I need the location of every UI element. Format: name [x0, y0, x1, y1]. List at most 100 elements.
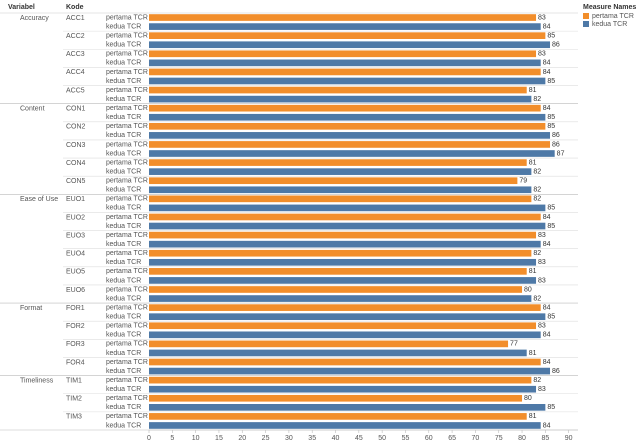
value-label: 80 [524, 395, 532, 402]
x-tick-label: 75 [495, 435, 503, 442]
value-label: 80 [524, 286, 532, 293]
value-label: 85 [547, 78, 555, 85]
legend-label: kedua TCR [592, 21, 627, 28]
code-label: TIM1 [66, 377, 82, 384]
measure-label: kedua TCR [106, 241, 141, 248]
bar [149, 349, 527, 357]
bar [149, 331, 541, 339]
bar [149, 23, 541, 30]
legend-swatch [583, 13, 589, 19]
x-tick-label: 10 [192, 435, 200, 442]
bar [149, 358, 541, 366]
bar [149, 41, 551, 49]
value-label: 85 [547, 404, 555, 411]
measure-label: pertama TCR [106, 51, 148, 58]
x-tick-label: 0 [147, 435, 151, 442]
legend-label: pertama TCR [592, 13, 634, 20]
measure-label: pertama TCR [106, 14, 148, 21]
measure-label: pertama TCR [106, 286, 148, 293]
measure-label: kedua TCR [106, 150, 141, 157]
measure-label: pertama TCR [106, 87, 148, 94]
bar [149, 304, 541, 311]
measure-label: pertama TCR [106, 123, 148, 130]
measure-label: pertama TCR [106, 377, 148, 384]
x-tick-label: 5 [170, 435, 174, 442]
value-label: 87 [557, 150, 565, 157]
value-label: 85 [547, 205, 555, 212]
variable-label: Accuracy [20, 15, 49, 22]
value-label: 83 [538, 323, 546, 330]
measure-label: pertama TCR [106, 69, 148, 76]
measure-label: pertama TCR [106, 268, 148, 275]
measure-label: kedua TCR [106, 404, 141, 411]
bar [149, 367, 551, 375]
measure-label: kedua TCR [106, 332, 141, 339]
measure-label: pertama TCR [106, 159, 148, 166]
bar [149, 86, 527, 94]
measure-label: pertama TCR [106, 304, 148, 311]
bar [149, 213, 541, 221]
bar [149, 422, 541, 429]
value-label: 86 [552, 42, 560, 49]
value-label: 84 [543, 105, 551, 112]
variable-label: Content [20, 105, 45, 112]
measure-label: kedua TCR [106, 205, 141, 212]
bar [149, 340, 509, 348]
code-label: TIM3 [66, 414, 82, 421]
value-label: 84 [543, 304, 551, 311]
legend-swatch [583, 21, 589, 27]
value-label: 84 [543, 332, 551, 339]
measure-label: pertama TCR [106, 232, 148, 239]
measure-label: pertama TCR [106, 341, 148, 348]
measure-label: pertama TCR [106, 395, 148, 402]
variable-label: Timeliness [20, 377, 54, 384]
bar [149, 322, 537, 330]
measure-label: pertama TCR [106, 196, 148, 203]
value-label: 79 [519, 178, 527, 185]
value-label: 85 [547, 123, 555, 130]
measure-label: pertama TCR [106, 141, 148, 148]
bar [149, 268, 527, 275]
value-label: 84 [543, 214, 551, 221]
value-label: 85 [547, 223, 555, 230]
code-label: FOR4 [66, 359, 85, 366]
measure-label: kedua TCR [106, 168, 141, 175]
value-label: 84 [543, 359, 551, 366]
measure-label: kedua TCR [106, 386, 141, 393]
code-label: CON3 [66, 142, 86, 149]
bar [149, 95, 532, 103]
value-label: 82 [533, 250, 541, 257]
measure-label: pertama TCR [106, 359, 148, 366]
x-tick-label: 60 [425, 435, 433, 442]
bar [149, 295, 532, 302]
code-label: EUO6 [66, 287, 85, 294]
code-label: FOR2 [66, 323, 85, 330]
bar [149, 141, 551, 148]
value-label: 83 [538, 232, 546, 239]
value-label: 82 [533, 295, 541, 302]
variable-label: Ease of Use [20, 196, 58, 203]
x-tick-label: 65 [448, 435, 456, 442]
code-label: ACC3 [66, 51, 85, 58]
x-tick-label: 40 [332, 435, 340, 442]
bar [149, 222, 546, 230]
bar [149, 68, 541, 76]
bar [149, 132, 551, 139]
x-tick-label: 80 [518, 435, 526, 442]
measure-label: kedua TCR [106, 223, 141, 230]
value-label: 81 [529, 350, 537, 357]
bar [149, 150, 555, 157]
measure-label: pertama TCR [106, 250, 148, 257]
value-label: 81 [529, 87, 537, 94]
x-tick-label: 70 [472, 435, 480, 442]
code-label: CON5 [66, 178, 86, 185]
measure-label: kedua TCR [106, 132, 141, 139]
x-tick-label: 35 [308, 435, 316, 442]
code-label: FOR1 [66, 305, 85, 312]
bar [149, 59, 541, 67]
value-label: 84 [543, 69, 551, 76]
bar [149, 122, 546, 130]
measure-label: pertama TCR [106, 413, 148, 420]
measure-label: kedua TCR [106, 60, 141, 67]
value-label: 83 [538, 277, 546, 284]
